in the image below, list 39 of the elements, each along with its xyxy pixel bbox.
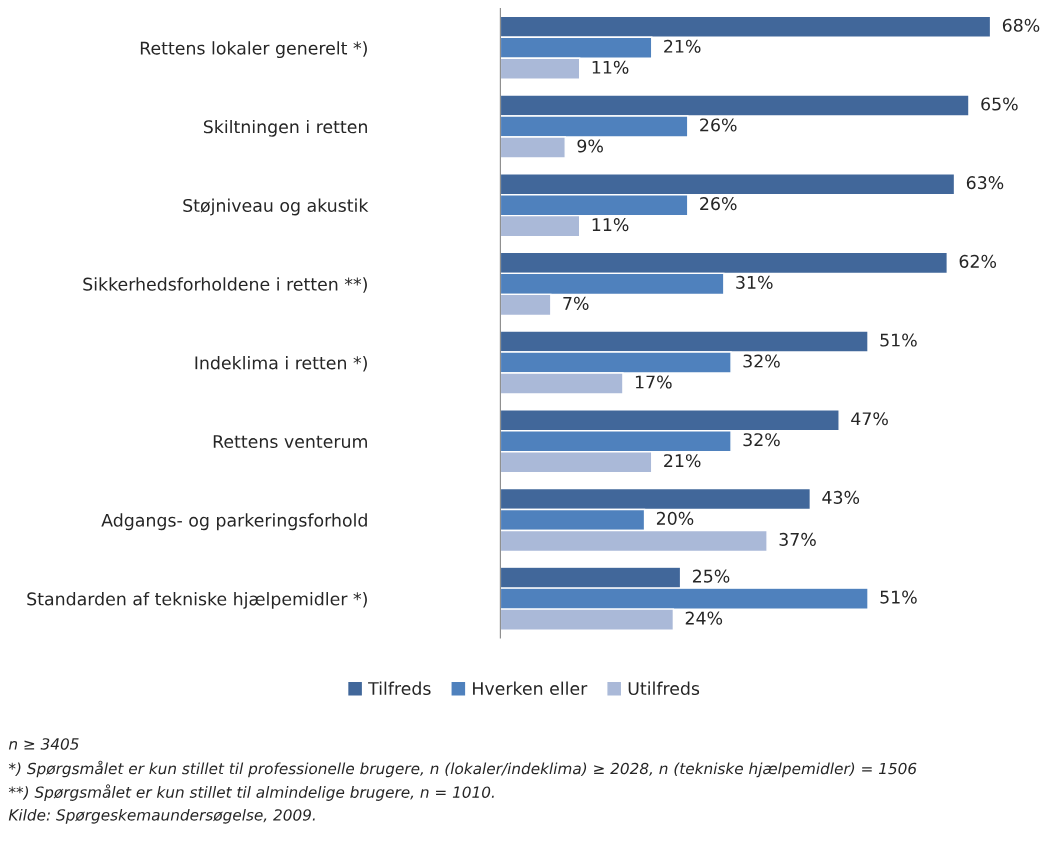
text: n ≥ 3405	[8, 738, 79, 750]
data-label: 9%	[577, 139, 603, 153]
legend-label: Tilfreds	[368, 681, 431, 696]
data-label: 17%	[635, 375, 672, 389]
text: *) Spørgsmålet er kun stillet til professionelle brugere, n (lokaler/indeklima) ≥ 2028, n (tekniske hjælpemidler) = 1506	[8, 760, 917, 778]
data-label: 24%	[685, 611, 723, 625]
data-label: 37%	[779, 532, 816, 546]
data-label: 68%	[1002, 18, 1040, 32]
y-tick-label: Sikkerhedsforholdene i retten **)	[83, 277, 367, 293]
data-label: 65%	[981, 97, 1018, 111]
y-tick-label: Standarden af tekniske hjælpemidler *)	[27, 592, 367, 609]
text: Kilde: Spørgeskemaundersøgelse, 2009.	[8, 808, 315, 824]
data-label: 51%	[880, 590, 917, 604]
data-label: 11%	[592, 60, 629, 74]
legend-label: Utilfreds	[628, 681, 700, 696]
y-tick-label: Skiltningen i retten	[203, 119, 367, 137]
data-label: 11%	[592, 218, 629, 232]
data-label: 62%	[959, 254, 997, 268]
data-label: 20%	[656, 511, 694, 525]
data-label: 43%	[822, 490, 860, 504]
data-label: 21%	[664, 39, 701, 53]
data-label: 51%	[880, 333, 917, 347]
data-label: 63%	[966, 176, 1004, 190]
data-label: 26%	[700, 118, 737, 132]
data-label: 32%	[743, 433, 780, 447]
data-label: 26%	[700, 197, 737, 211]
y-tick-label: Rettens venterum	[213, 435, 367, 449]
data-label: 31%	[736, 275, 773, 289]
data-label: 47%	[851, 412, 888, 426]
y-tick-label: Støjniveau og akustik	[183, 198, 369, 216]
text: **) Spørgsmålet er kun stillet til almindelige brugere, n = 1010.	[8, 784, 494, 801]
data-label: 21%	[664, 454, 701, 468]
y-tick-label: Adgangs- og parkeringsforhold	[101, 513, 367, 531]
data-label: 7%	[563, 296, 589, 310]
y-tick-label: Rettens lokaler generelt *)	[140, 41, 367, 58]
data-label: 25%	[692, 569, 730, 583]
data-label: 32%	[743, 354, 780, 368]
y-tick-label: Indeklima i retten *)	[195, 355, 367, 372]
legend-label: Hverken eller	[473, 681, 588, 696]
